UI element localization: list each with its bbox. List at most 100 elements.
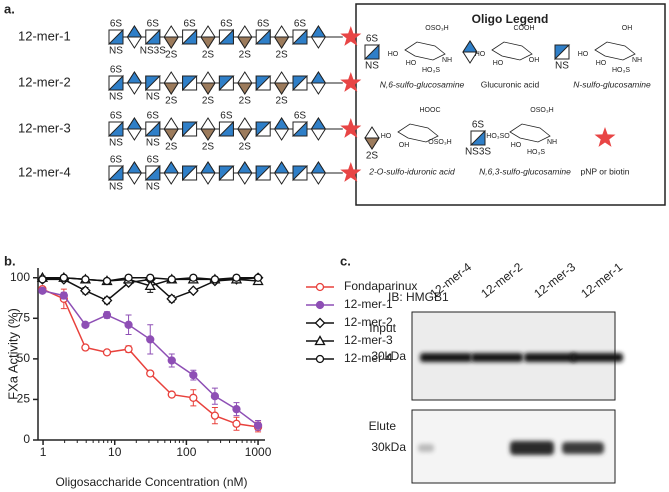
marker <box>144 280 156 290</box>
diamond-fill <box>163 128 180 141</box>
symbol-label: 2S <box>366 151 379 162</box>
panel-label: a. <box>4 1 15 16</box>
square-fill <box>218 165 235 182</box>
marker <box>146 273 155 282</box>
marker <box>124 344 133 354</box>
structure-label: OSO₃H <box>530 107 553 114</box>
lane-label: 12-mer-2 <box>478 260 525 301</box>
diamond-fill <box>163 161 180 174</box>
symbol-label: 2S <box>202 96 215 107</box>
marker <box>38 275 47 284</box>
star-symbol <box>340 26 362 46</box>
blot-panel-label: Elute <box>369 419 397 433</box>
structure-label: OH <box>622 25 633 32</box>
symbol-label: NS3S <box>465 147 491 158</box>
marker <box>124 320 133 329</box>
square-fill <box>107 164 124 181</box>
marker <box>315 282 325 292</box>
square-fill <box>182 75 198 92</box>
marker <box>102 276 112 286</box>
diamond-fill <box>273 82 290 95</box>
symbol-label: 6S <box>220 111 233 122</box>
square-fill <box>469 129 486 146</box>
diamond-fill <box>364 137 380 150</box>
symbol-label: 6S <box>257 19 270 30</box>
square-fill <box>255 165 272 182</box>
fxa-chart: 0 25 50 75 100 1 10 100 1000 FXa Activity (%) Olig… <box>5 268 417 489</box>
symbol-label: NS <box>146 92 160 103</box>
diamond-fill <box>126 71 143 84</box>
square-fill <box>181 28 198 45</box>
diamond-fill <box>273 117 290 130</box>
symbol-label: 6S <box>294 19 307 30</box>
symbol-label: 6S <box>110 19 123 30</box>
x-axis-title: Oligosaccharide Concentration (nM) <box>55 475 247 489</box>
diamond-fill <box>126 25 143 38</box>
symbol-label: 6S <box>110 65 123 76</box>
structure-label: HO <box>511 142 522 149</box>
legend-name: 2-O-sulfo-iduronic acid <box>368 166 455 176</box>
marker <box>253 273 263 282</box>
symbol-label: 2S <box>202 142 215 153</box>
row-label: 12-mer-4 <box>18 164 71 179</box>
row-label: 12-mer-1 <box>18 28 71 43</box>
legend-name: Glucuronic acid <box>481 79 540 89</box>
marker <box>232 273 241 282</box>
structure-label: NH <box>632 57 642 64</box>
square-fill <box>107 28 124 45</box>
ring-structure <box>491 41 533 61</box>
diamond-fill <box>236 161 253 174</box>
marker <box>146 335 155 344</box>
legend-label: 12-mer-4 <box>344 351 393 365</box>
diamond-fill <box>200 36 216 49</box>
marker <box>38 286 47 295</box>
marker <box>102 348 112 357</box>
symbol-label: NS <box>146 182 160 193</box>
square-fill <box>218 120 234 137</box>
y-axis-title: FXa Activity (%) <box>5 308 20 400</box>
marker <box>101 295 113 306</box>
structure-label: HO <box>406 60 417 67</box>
structure-label: HOOC <box>420 107 441 114</box>
ring-structure <box>404 41 446 61</box>
symbol-label: 2S <box>165 142 178 153</box>
symbol-label: NS <box>109 182 123 193</box>
legend-name: pNP or biotin <box>581 166 630 176</box>
blot-band <box>524 353 576 362</box>
blot-band <box>418 444 434 452</box>
marker <box>315 300 325 310</box>
square-fill <box>182 121 198 138</box>
symbol-label: 2S <box>275 50 288 61</box>
marker <box>124 273 133 282</box>
legend-label: 12-mer-2 <box>344 315 393 329</box>
symbol-label: 2S <box>165 96 178 107</box>
panel-label: b. <box>4 253 16 268</box>
y-tick-label: 0 <box>23 432 30 446</box>
symbol-label: NS3S <box>140 46 166 57</box>
symbol-label: 2S <box>275 96 288 107</box>
blot-band <box>562 442 604 454</box>
row-label: 12-mer-3 <box>18 120 71 135</box>
series-line <box>42 289 259 426</box>
symbol-label: 6S <box>366 34 379 45</box>
symbol-label: 6S <box>294 111 307 122</box>
marker <box>314 317 326 329</box>
diamond-fill <box>236 82 253 95</box>
diamond-fill <box>200 82 216 95</box>
square-fill <box>145 75 162 92</box>
symbol-label: NS <box>365 61 379 72</box>
marker <box>167 275 176 284</box>
lane-label: 12-mer-4 <box>427 260 474 301</box>
square-fill <box>218 75 235 92</box>
marker <box>167 390 176 399</box>
lane-label: 12-mer-1 <box>578 260 625 301</box>
diamond-fill <box>200 128 216 141</box>
diamond-fill <box>126 161 143 174</box>
legend-label: 12-mer-1 <box>344 297 393 311</box>
structure-label: HO <box>578 51 589 58</box>
square-fill <box>218 28 234 45</box>
marker <box>315 354 325 364</box>
